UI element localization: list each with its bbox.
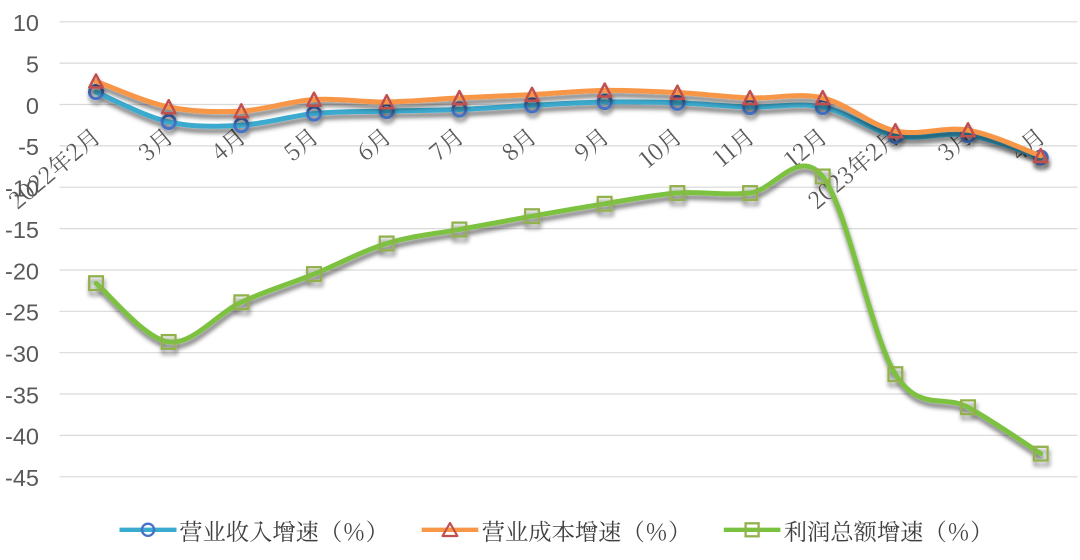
svg-text:10: 10: [13, 10, 39, 36]
svg-text:-45: -45: [5, 465, 39, 491]
svg-text:0: 0: [26, 93, 39, 119]
svg-text:-15: -15: [5, 217, 39, 243]
svg-text:5: 5: [26, 51, 39, 77]
svg-text:-30: -30: [5, 341, 39, 367]
svg-text:-20: -20: [5, 258, 39, 284]
svg-text:-5: -5: [18, 134, 39, 160]
svg-text:-40: -40: [5, 424, 39, 450]
svg-text:-25: -25: [5, 300, 39, 326]
svg-text:-35: -35: [5, 382, 39, 408]
